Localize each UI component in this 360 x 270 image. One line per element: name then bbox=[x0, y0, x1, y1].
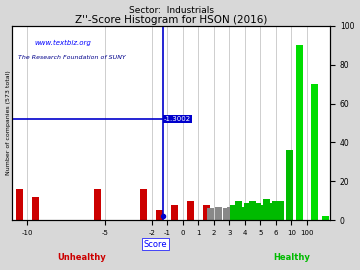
Text: Unhealthy: Unhealthy bbox=[58, 253, 106, 262]
Bar bbox=[230, 205, 238, 220]
Y-axis label: Number of companies (573 total): Number of companies (573 total) bbox=[5, 71, 10, 176]
Text: Healthy: Healthy bbox=[274, 253, 310, 262]
Text: Sector:  Industrials: Sector: Industrials bbox=[129, 6, 213, 15]
Bar bbox=[268, 202, 275, 220]
Bar bbox=[273, 201, 279, 220]
Bar bbox=[32, 197, 39, 220]
Bar bbox=[277, 201, 284, 220]
Bar bbox=[203, 205, 210, 220]
Bar bbox=[244, 202, 251, 220]
Text: Score: Score bbox=[143, 239, 167, 248]
Bar bbox=[322, 216, 329, 220]
Bar bbox=[223, 208, 230, 220]
Bar bbox=[207, 208, 214, 220]
Bar bbox=[16, 189, 23, 220]
Bar bbox=[263, 199, 270, 220]
Bar bbox=[228, 207, 234, 220]
Bar bbox=[235, 201, 242, 220]
Bar bbox=[258, 205, 265, 220]
Text: The Research Foundation of SUNY: The Research Foundation of SUNY bbox=[18, 55, 126, 60]
Bar bbox=[215, 207, 222, 220]
Bar bbox=[156, 210, 163, 220]
Bar bbox=[286, 150, 293, 220]
Bar bbox=[240, 207, 247, 220]
Bar bbox=[296, 45, 303, 220]
Bar bbox=[249, 201, 256, 220]
Text: www.textbiz.org: www.textbiz.org bbox=[34, 40, 91, 46]
Bar bbox=[311, 84, 318, 220]
Bar bbox=[94, 189, 101, 220]
Bar bbox=[171, 205, 179, 220]
Title: Z''-Score Histogram for HSON (2016): Z''-Score Histogram for HSON (2016) bbox=[75, 15, 267, 25]
Bar bbox=[140, 189, 147, 220]
Bar bbox=[187, 201, 194, 220]
Bar bbox=[254, 202, 261, 220]
Text: -1.3002: -1.3002 bbox=[164, 116, 191, 122]
